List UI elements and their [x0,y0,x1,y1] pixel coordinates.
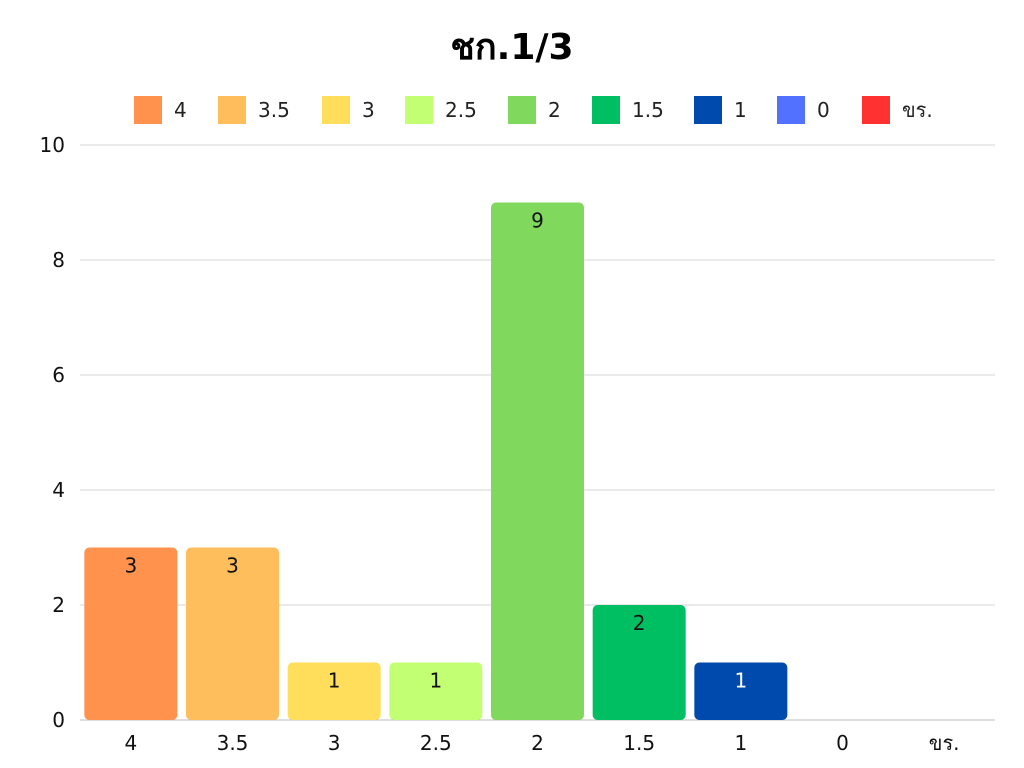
x-tick-label: 2 [531,731,544,755]
legend-item-0: 0 [777,95,830,125]
bar [186,547,279,720]
y-tick-label: 8 [52,248,65,272]
x-tick-label: 0 [836,731,849,755]
y-tick-label: 4 [52,478,65,502]
data-label: 2 [633,611,646,635]
x-tick-label: 1.5 [623,731,655,755]
x-tick-label: 2.5 [420,731,452,755]
data-label: 3 [124,554,137,578]
legend-label: 3.5 [258,98,290,122]
x-tick-label: 1 [734,731,747,755]
legend-item-2: 2 [508,95,561,125]
bar [694,662,788,720]
x-tick-label: 3.5 [217,731,249,755]
bar [491,202,584,720]
y-tick-label: 10 [40,133,65,157]
data-label: 1 [429,669,442,693]
y-axis-ticks: 0 2 4 6 8 10 [40,133,65,732]
legend-swatch [862,96,890,124]
y-tick-label: 0 [52,708,65,732]
legend-swatch [405,96,433,124]
legend-swatch [322,96,350,124]
data-label: 1 [734,669,747,693]
x-tick-label: 4 [124,731,137,755]
data-label: 1 [328,669,341,693]
legend-item-1-5: 1.5 [592,95,664,125]
x-tick-label: ขร. [929,731,960,755]
x-axis-ticks: 4 3.5 3 2.5 2 1.5 1 0 ขร. [124,731,959,755]
bar [287,662,381,720]
legend-label: 4 [174,98,187,122]
legend-item-3: 3 [322,95,375,125]
legend-label: 0 [817,98,830,122]
bar [84,547,178,720]
chart-title: ชก.1/3 [450,27,574,68]
legend-item-4: 4 [134,95,187,125]
data-label: 3 [226,554,239,578]
bars: 3 3 1 1 9 2 1 [84,202,788,720]
legend-label: 1.5 [632,98,664,122]
legend-swatch [777,96,805,124]
legend-label: 2.5 [445,98,477,122]
legend-swatch [592,96,620,124]
data-label: 9 [531,209,544,233]
legend: 4 3.5 3 2.5 2 1.5 1 0 ขร. [0,95,1024,125]
y-tick-label: 2 [52,593,65,617]
legend-label: 1 [734,98,747,122]
legend-swatch [508,96,536,124]
legend-item-3-5: 3.5 [218,95,290,125]
y-tick-label: 6 [52,363,65,387]
legend-item-khor: ขร. [862,95,933,125]
legend-item-1: 1 [694,95,747,125]
bar [389,662,483,720]
legend-swatch [218,96,246,124]
x-tick-label: 3 [328,731,341,755]
legend-label: 3 [362,98,375,122]
legend-swatch [134,96,162,124]
bar [592,605,686,720]
legend-swatch [694,96,722,124]
legend-item-2-5: 2.5 [405,95,477,125]
legend-label: ขร. [902,98,933,122]
legend-label: 2 [548,98,561,122]
